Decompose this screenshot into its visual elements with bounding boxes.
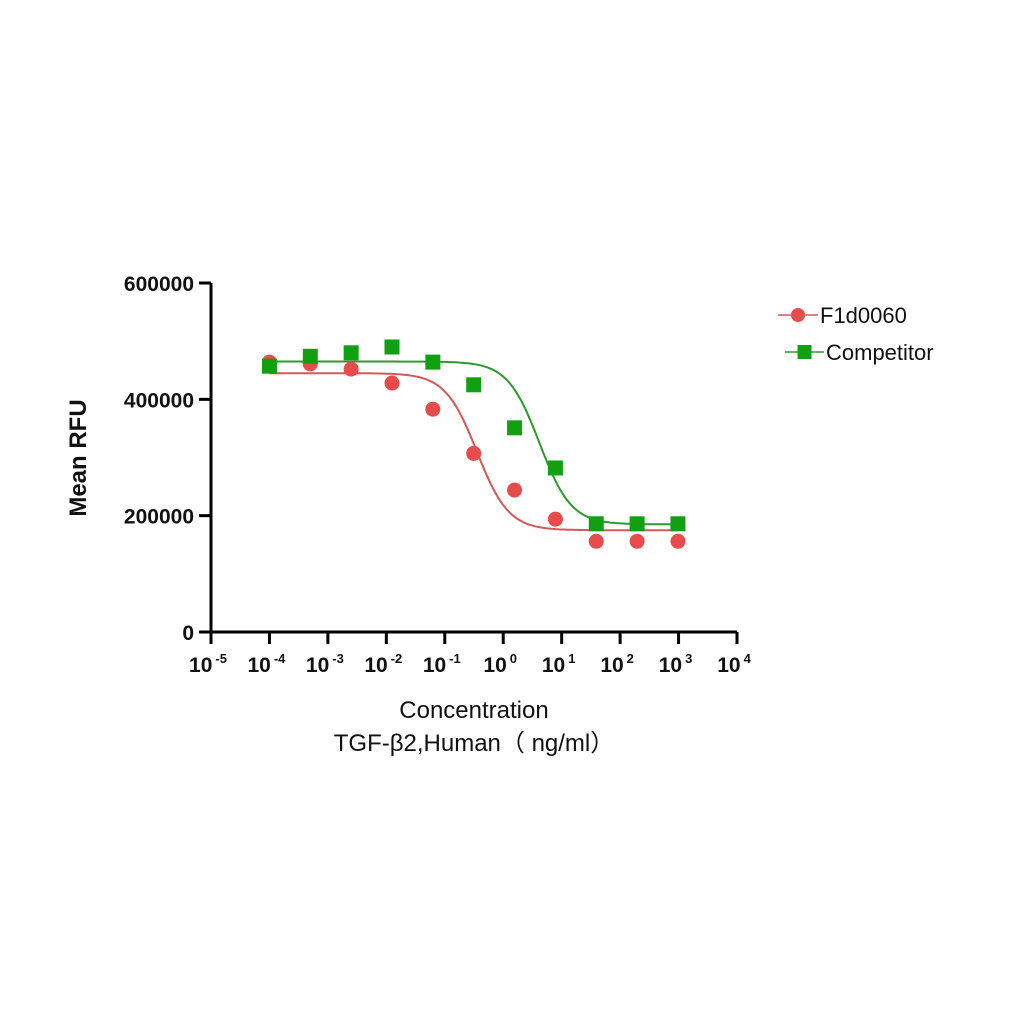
x-axis-label-units: TGF-β2,Human（ ng/ml） <box>334 730 615 757</box>
legend-item-competitor: Competitor <box>785 340 934 365</box>
axes <box>209 283 737 634</box>
x-axis-ticks: 10 -5 10 -4 10 -3 10 -2 10 -1 10 0 10 1 10 2 10 3 10 4 <box>189 632 752 677</box>
y-tick-label: 0 <box>182 622 194 645</box>
y-axis-ticks: 0 200000 400000 600000 <box>124 273 211 645</box>
x-tick-label: 10 3 <box>659 651 693 677</box>
fit-curve-competitor <box>269 360 678 526</box>
data-point-f1d0060 <box>629 533 645 549</box>
x-tick-label: 10 -4 <box>247 651 286 677</box>
x-tick-label: 10 -3 <box>306 651 344 677</box>
data-point-f1d0060 <box>466 445 482 461</box>
fit-curve-f1d0060 <box>269 372 678 532</box>
y-tick-label: 400000 <box>124 389 194 412</box>
x-tick-label: 10 -2 <box>364 651 402 677</box>
legend-circle-marker <box>791 308 805 322</box>
data-points <box>261 339 686 549</box>
data-point-competitor <box>343 345 359 361</box>
data-point-competitor <box>547 460 563 476</box>
legend-label: Competitor <box>826 340 934 365</box>
y-tick-label: 600000 <box>124 273 194 296</box>
data-point-competitor <box>670 516 686 532</box>
data-point-f1d0060 <box>547 511 563 527</box>
data-point-competitor <box>261 358 277 374</box>
x-tick-label: 10 2 <box>600 651 634 677</box>
data-point-f1d0060 <box>384 375 400 391</box>
x-axis-label: Concentration <box>399 697 548 724</box>
data-point-competitor <box>629 516 645 532</box>
x-tick-label: 10 1 <box>542 651 576 677</box>
y-tick-label: 200000 <box>124 506 194 529</box>
y-axis-label: Mean RFU <box>65 399 92 516</box>
x-tick-label: 10 -5 <box>189 651 227 677</box>
data-point-f1d0060 <box>343 361 359 377</box>
legend-label: F1d0060 <box>820 303 907 328</box>
legend-item-f1d0060: F1d0060 <box>778 303 907 328</box>
x-tick-label: 10 4 <box>717 651 751 677</box>
data-point-competitor <box>466 377 482 393</box>
data-point-f1d0060 <box>670 533 686 549</box>
data-point-f1d0060 <box>425 401 441 417</box>
data-point-competitor <box>384 339 400 355</box>
data-point-competitor <box>507 420 523 436</box>
x-tick-label: 10 0 <box>483 651 517 677</box>
data-point-f1d0060 <box>588 533 604 549</box>
data-point-f1d0060 <box>507 482 523 498</box>
legend: F1d0060 Competitor <box>778 303 934 365</box>
data-point-competitor <box>425 354 441 370</box>
legend-square-marker <box>797 345 812 359</box>
fit-curves <box>269 360 678 532</box>
data-point-competitor <box>588 516 604 532</box>
data-point-competitor <box>302 348 318 364</box>
x-tick-label: 10 -1 <box>423 651 461 677</box>
